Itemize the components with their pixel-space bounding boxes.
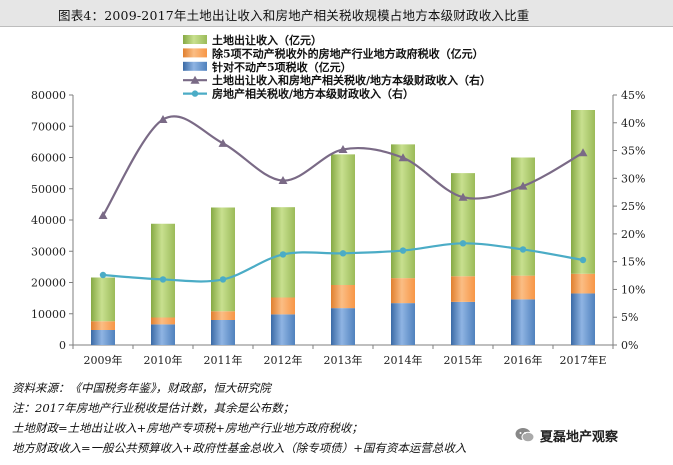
x-axis-tick-label: 2016年	[504, 353, 543, 367]
line-series4-marker-2	[219, 276, 227, 283]
right-axis-tick-label: 10%	[621, 283, 645, 296]
left-axis-tick-label: 40000	[31, 214, 66, 227]
bar-series2-4	[331, 154, 355, 285]
x-axis-tick-label: 2011年	[204, 353, 243, 367]
left-axis-tick-label: 30000	[31, 245, 66, 258]
legend-marker-series3	[190, 75, 200, 84]
bar-series2-6	[451, 173, 475, 277]
left-axis-tick-label: 20000	[31, 277, 66, 290]
line-series3	[102, 115, 584, 217]
legend-swatch-series1	[183, 48, 207, 58]
bar-series0-2	[211, 320, 235, 345]
x-axis-tick-label: 2012年	[264, 353, 303, 367]
legend-swatch-series0	[183, 61, 207, 71]
bar-series1-8	[571, 273, 595, 294]
bar-series0-4	[331, 308, 355, 345]
bar-series0-5	[391, 303, 415, 345]
line-series4-marker-1	[159, 276, 167, 283]
bar-series2-8	[571, 110, 595, 274]
line-series4-marker-7	[519, 246, 527, 253]
x-axis-tick-label: 2015年	[444, 353, 483, 367]
bar-series1-5	[391, 278, 415, 304]
right-axis-tick-label: 45%	[621, 89, 645, 102]
bar-series1-0	[91, 321, 115, 330]
note-local-revenue: 地方财政收入=一般公共预算收入+政府性基金总收入（除专项债）+国有资本运营总收入	[12, 441, 467, 455]
line-series4-marker-4	[339, 250, 347, 257]
line-series4-marker-8	[579, 256, 587, 264]
title-bar: 图表4：2009-2017年土地出让收入和房地产相关税收规模占地方本级财政收入比…	[0, 0, 673, 27]
left-axis-tick-label: 70000	[31, 120, 66, 133]
line-series4-marker-6	[459, 240, 467, 247]
line-series3-marker-5	[398, 153, 408, 162]
legend-label-series1: 除5项不动产税收外的房地产行业地方政府税收（亿元）	[212, 46, 484, 60]
bar-series2-7	[511, 157, 535, 276]
watermark: 夏磊地产观察	[515, 425, 665, 445]
left-axis-tick-label: 60000	[31, 152, 66, 165]
legend-swatch-series2	[183, 35, 207, 44]
x-axis-tick-label: 2014年	[384, 353, 423, 367]
line-series3-marker-2	[218, 138, 228, 147]
line-series3-marker-1	[158, 114, 168, 123]
wechat-icon	[515, 428, 535, 443]
bar-series1-7	[511, 275, 535, 300]
note-estimate: 注：2017年房地产行业税收是估计数，其余是公布数；	[12, 401, 295, 415]
bar-series0-7	[511, 299, 535, 345]
right-axis-tick-label: 30%	[621, 172, 645, 185]
legend-marker-series4	[191, 90, 199, 97]
bar-series0-8	[571, 293, 595, 345]
legend-label-series2: 土地出让收入（亿元）	[212, 33, 322, 47]
bar-series0-6	[451, 301, 475, 345]
x-axis-tick-label: 2013年	[324, 353, 363, 367]
line-series4-marker-0	[99, 271, 107, 279]
watermark-text: 夏磊地产观察	[540, 429, 619, 445]
line-series3-marker-0	[98, 211, 108, 220]
bar-series0-3	[271, 314, 295, 345]
bar-series1-2	[211, 311, 235, 320]
chart: 0 10000 20000 30000 40000 50000 60000 70000 8000…	[31, 33, 645, 367]
bar-series1-3	[271, 297, 295, 315]
line-series4-marker-3	[279, 251, 287, 258]
left-axis-tick-label: 0	[59, 339, 66, 352]
left-axis-tick-label: 80000	[31, 89, 66, 102]
x-axis-tick-label: 2017年E	[559, 353, 606, 367]
line-series3-marker-6	[458, 192, 468, 201]
legend-label-series4: 房地产相关税收/地方本级财政收入（右）	[212, 87, 414, 101]
x-axis-tick-label: 2010年	[144, 353, 183, 367]
right-axis-tick-label: 25%	[621, 200, 645, 213]
chart-title: 图表4：2009-2017年土地出让收入和房地产相关税收规模占地方本级财政收入比…	[58, 8, 530, 23]
line-series3-marker-3	[278, 176, 288, 185]
legend-label-series3: 土地出让收入和房地产相关税收/地方本级财政收入（右）	[212, 73, 491, 87]
bar-series1-1	[151, 317, 175, 325]
bar-series2-2	[211, 207, 235, 312]
bar-series2-0	[91, 277, 115, 322]
note-land-finance: 土地财政=土地出让收入+房地产专项税+房地产行业地方政府税收；	[12, 421, 363, 435]
line-series4-marker-5	[399, 247, 407, 254]
bar-series2-1	[151, 223, 175, 318]
right-axis-tick-label: 20%	[621, 228, 645, 241]
left-axis-tick-label: 50000	[31, 183, 66, 196]
x-axis-tick-label: 2009年	[84, 353, 123, 367]
line-series3-marker-7	[518, 181, 528, 190]
bar-series2-5	[391, 144, 415, 279]
bar-series0-1	[151, 324, 175, 345]
bar-series1-6	[451, 276, 475, 302]
bar-series0-0	[91, 330, 115, 345]
right-axis-tick-label: 5%	[621, 311, 638, 324]
note-source: 资料来源：《中国税务年鉴》，财政部，恒大研究院	[12, 381, 271, 395]
right-axis-tick-label: 40%	[621, 117, 645, 130]
notes: 资料来源：《中国税务年鉴》，财政部，恒大研究院 注：2017年房地产行业税收是估…	[12, 378, 466, 458]
right-axis-tick-label: 0%	[621, 339, 638, 352]
left-axis-tick-label: 10000	[31, 308, 66, 321]
right-axis-tick-label: 15%	[621, 256, 645, 269]
legend-label-series0: 针对不动产5项税收（亿元）	[212, 60, 352, 74]
line-series3-marker-8	[578, 148, 588, 157]
line-series3-marker-4	[338, 144, 348, 153]
bar-series1-4	[331, 285, 355, 309]
right-axis-tick-label: 35%	[621, 145, 645, 158]
